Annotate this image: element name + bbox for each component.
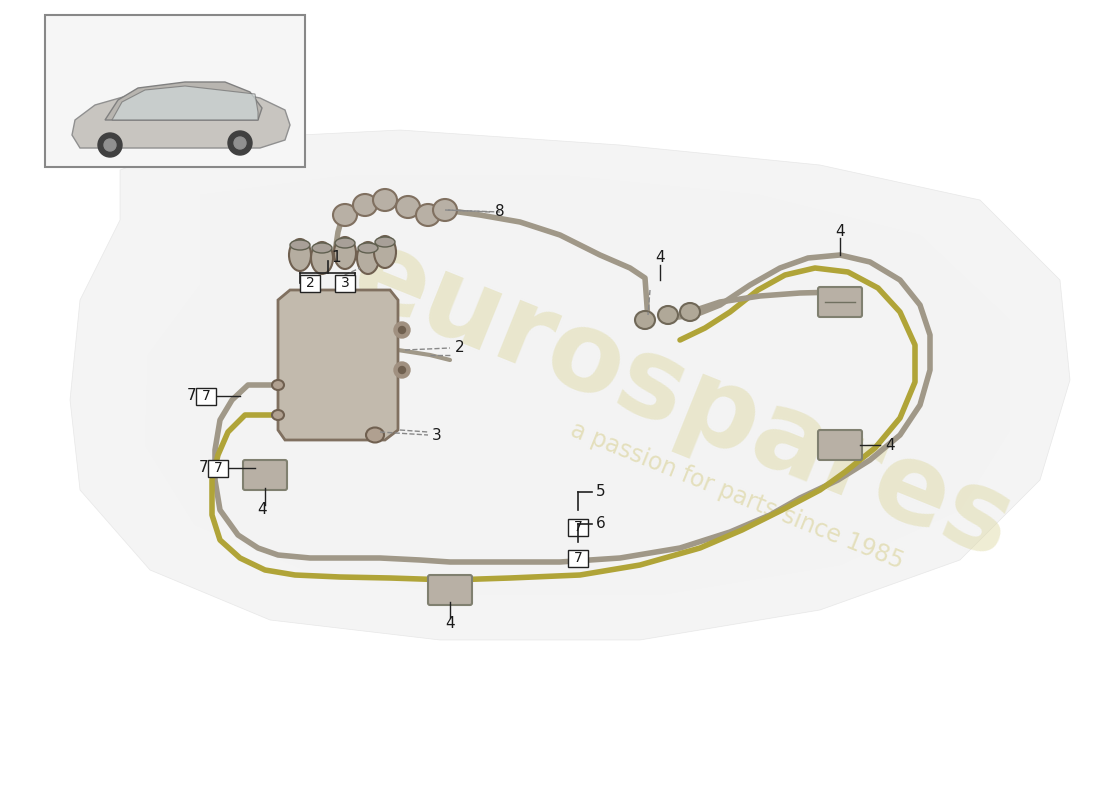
Ellipse shape	[358, 242, 379, 274]
Text: 2: 2	[455, 341, 464, 355]
Text: 3: 3	[432, 427, 442, 442]
Ellipse shape	[272, 410, 284, 420]
Text: a passion for parts since 1985: a passion for parts since 1985	[566, 418, 908, 574]
Ellipse shape	[333, 204, 358, 226]
Ellipse shape	[396, 196, 420, 218]
Text: eurospares: eurospares	[337, 218, 1027, 582]
Text: 4: 4	[446, 615, 454, 630]
Text: 7: 7	[213, 461, 222, 475]
FancyBboxPatch shape	[45, 15, 305, 167]
Ellipse shape	[635, 311, 654, 329]
Ellipse shape	[375, 237, 395, 247]
FancyBboxPatch shape	[208, 459, 228, 477]
Ellipse shape	[658, 306, 678, 324]
Circle shape	[98, 133, 122, 157]
Text: 7: 7	[186, 389, 196, 403]
Ellipse shape	[433, 199, 456, 221]
Ellipse shape	[416, 204, 440, 226]
Text: 8: 8	[495, 205, 505, 219]
Circle shape	[394, 322, 410, 338]
FancyBboxPatch shape	[336, 274, 355, 291]
Text: 2: 2	[306, 276, 315, 290]
Ellipse shape	[311, 242, 333, 274]
Ellipse shape	[373, 189, 397, 211]
Text: 1: 1	[331, 250, 341, 265]
Text: 7: 7	[573, 520, 582, 534]
Ellipse shape	[358, 243, 378, 253]
FancyBboxPatch shape	[568, 518, 588, 535]
Polygon shape	[112, 86, 258, 120]
Text: 4: 4	[257, 502, 267, 518]
Polygon shape	[145, 175, 1010, 595]
Polygon shape	[278, 290, 398, 440]
Text: 7: 7	[198, 461, 208, 475]
FancyBboxPatch shape	[196, 387, 216, 405]
Ellipse shape	[272, 380, 284, 390]
Ellipse shape	[680, 303, 700, 321]
FancyBboxPatch shape	[818, 287, 862, 317]
Text: 6: 6	[596, 517, 606, 531]
Text: 3: 3	[341, 276, 350, 290]
Ellipse shape	[290, 240, 310, 250]
FancyBboxPatch shape	[243, 460, 287, 490]
Circle shape	[398, 326, 406, 334]
Polygon shape	[70, 130, 1070, 640]
Text: 7: 7	[201, 389, 210, 403]
Text: 7: 7	[573, 551, 582, 565]
Circle shape	[394, 362, 410, 378]
Ellipse shape	[366, 427, 384, 442]
Circle shape	[234, 137, 246, 149]
FancyBboxPatch shape	[428, 575, 472, 605]
Ellipse shape	[353, 194, 377, 216]
FancyBboxPatch shape	[818, 430, 862, 460]
Ellipse shape	[336, 238, 355, 248]
Circle shape	[398, 366, 406, 374]
Text: 4: 4	[656, 250, 664, 266]
Ellipse shape	[289, 239, 311, 271]
Circle shape	[104, 139, 116, 151]
Text: 4: 4	[886, 438, 894, 453]
FancyBboxPatch shape	[568, 550, 588, 566]
Ellipse shape	[312, 243, 332, 253]
Text: 5: 5	[596, 485, 606, 499]
Ellipse shape	[334, 237, 356, 269]
Ellipse shape	[374, 236, 396, 268]
FancyBboxPatch shape	[300, 274, 320, 291]
Polygon shape	[72, 90, 290, 148]
Text: 4: 4	[835, 225, 845, 239]
Polygon shape	[104, 82, 262, 120]
Circle shape	[228, 131, 252, 155]
